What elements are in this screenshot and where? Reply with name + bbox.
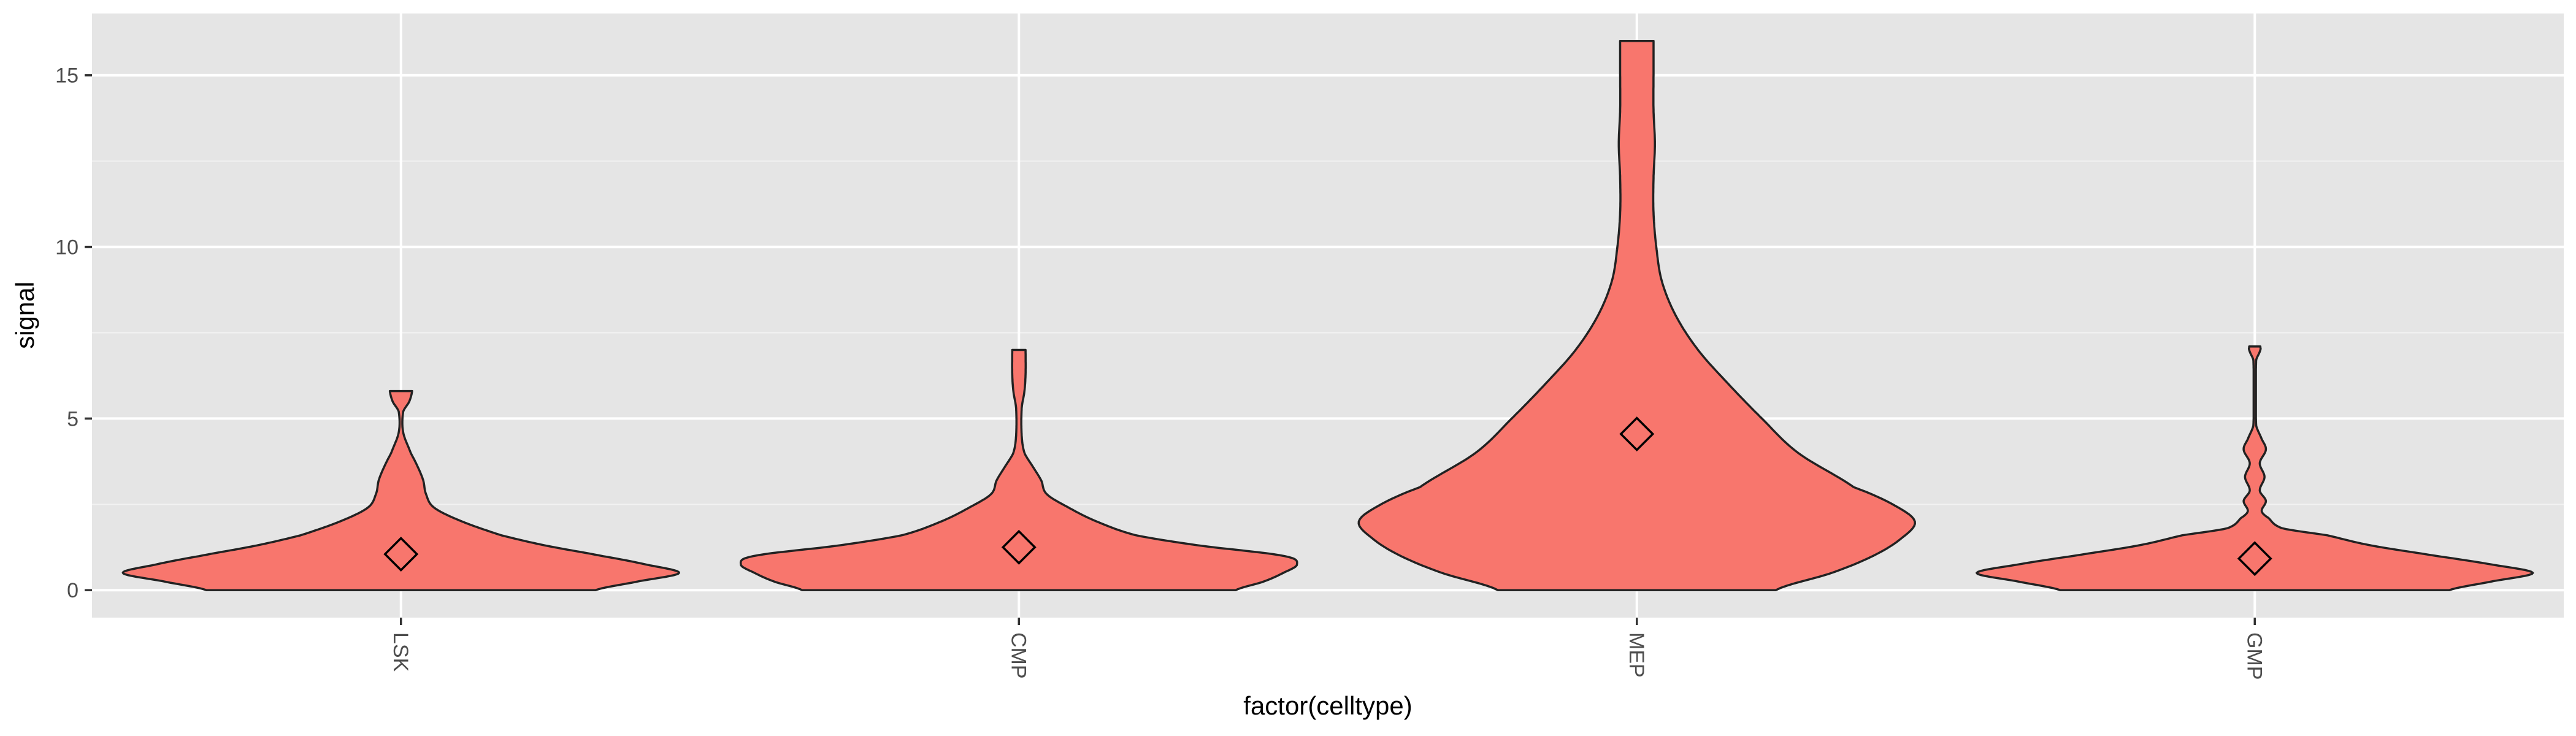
y-axis-title: signal	[10, 282, 39, 349]
mean-marker-lsk	[383, 536, 419, 572]
y-tick-label: 15	[55, 64, 79, 88]
mean-marker-gmp	[2237, 541, 2272, 577]
x-tick-label-cmp: CMP	[1006, 632, 1030, 679]
violin-gmp	[1976, 345, 2534, 591]
y-tick-label: 10	[55, 236, 79, 259]
y-tick-label: 0	[67, 579, 79, 602]
y-tick-label: 5	[67, 407, 79, 431]
x-axis-title: factor(celltype)	[1243, 691, 1412, 720]
x-tick-label-lsk: LSK	[389, 632, 412, 672]
mean-marker-mep	[1619, 416, 1655, 452]
panel-background	[92, 13, 2564, 618]
violins	[121, 40, 2534, 591]
violin-mep	[1357, 40, 1916, 591]
x-tick-label-gmp: GMP	[2242, 632, 2266, 680]
violin-cmp	[739, 348, 1298, 591]
mean-markers	[383, 416, 2272, 577]
axes: 0 5 10 15 LSK CMP MEP GMP	[55, 64, 2266, 680]
x-tick-label-mep: MEP	[1625, 632, 1648, 678]
violin-lsk	[121, 389, 680, 591]
mean-marker-cmp	[1001, 529, 1037, 565]
